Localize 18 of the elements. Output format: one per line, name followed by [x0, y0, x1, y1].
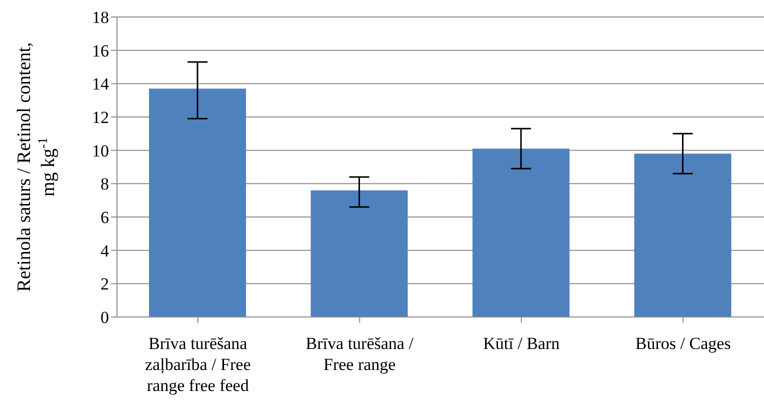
- bar: [634, 154, 732, 317]
- bar: [149, 88, 246, 317]
- x-tick-label: Kūtī / Barn: [483, 334, 560, 353]
- bar: [472, 148, 570, 317]
- y-tick-label: 8: [100, 174, 109, 194]
- y-tick-label: 10: [92, 141, 109, 160]
- y-tick-label: 16: [92, 41, 109, 60]
- y-tick-label: 4: [100, 241, 110, 260]
- y-tick-label: 14: [92, 74, 110, 94]
- x-tick-label: Brīva turēšana zaļbarība / Free range free feed: [145, 334, 251, 395]
- y-tick-label: 0: [100, 308, 109, 328]
- x-tick-label: Brīva turēšana / Free range: [306, 334, 414, 374]
- y-tick-label: 12: [92, 108, 109, 128]
- x-tick-label: Būros / Cages: [635, 334, 731, 353]
- y-tick-label: 6: [100, 208, 109, 228]
- bar: [310, 190, 408, 317]
- y-tick-label: 18: [92, 8, 109, 28]
- y-tick-label: 2: [100, 274, 109, 294]
